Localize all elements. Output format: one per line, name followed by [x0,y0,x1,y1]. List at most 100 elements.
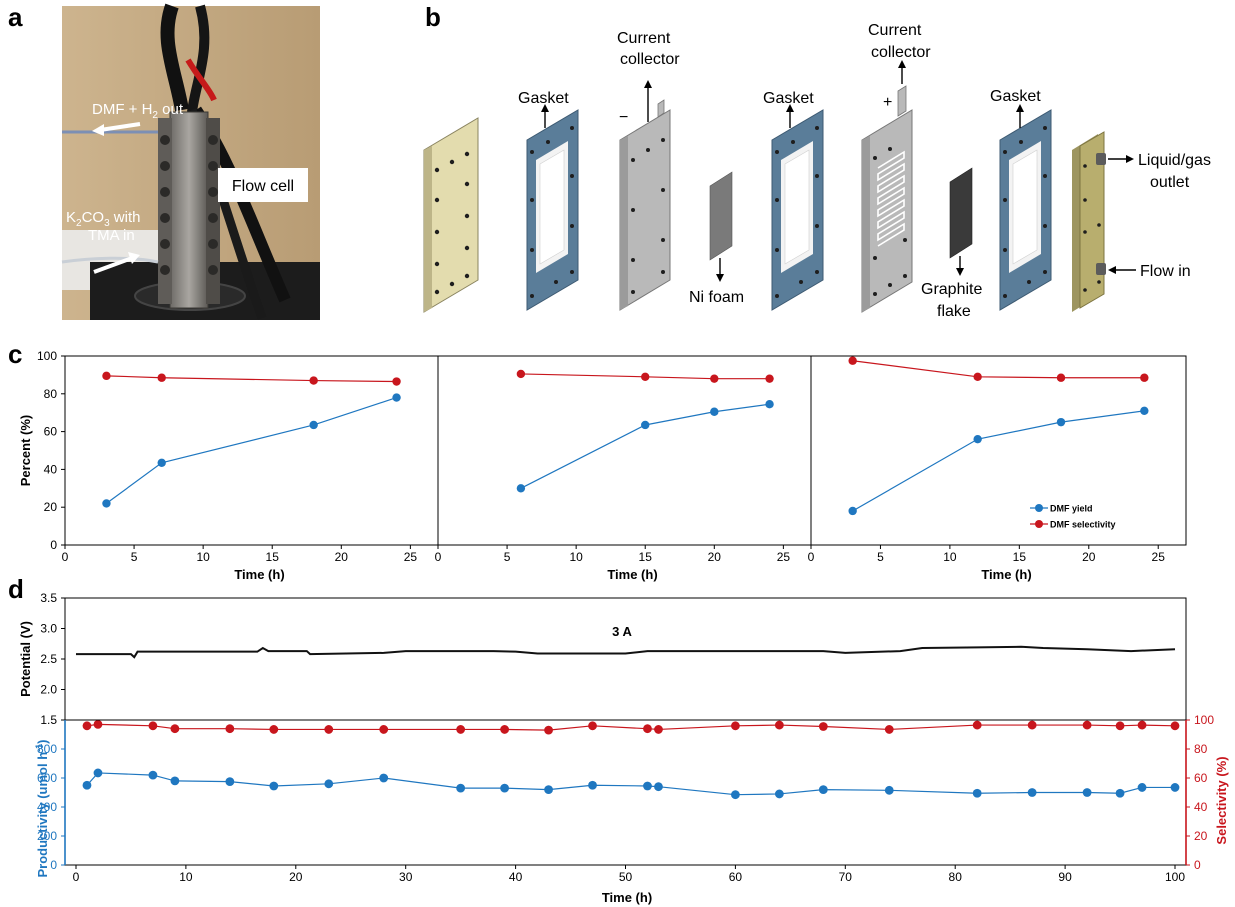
panel-letter-b: b [425,2,441,32]
y-axis-label: Productivity (umol h-1) [34,739,50,877]
collector-2-label-line1: Current [868,22,922,39]
selectivity-point [1115,721,1125,731]
x-tick-label: 80 [949,870,963,884]
productivity-point [643,781,652,791]
inlet-arrow-icon [128,252,140,264]
selectivity-point [324,725,334,734]
selectivity-point [82,721,92,731]
selectivity-point [1170,721,1180,731]
x-tick-label: 50 [619,870,633,884]
data-point-yield [1140,406,1149,416]
chart-c-frame [64,355,1187,546]
productivity-point [1170,783,1180,792]
x-tick-label: 40 [509,870,523,884]
productivity-point [654,782,663,792]
chart-c-time-series: 0 5 10 15 20 25 Time (h) 0 5 10 15 20 25 Time (h) 0 5 10… [18,349,1187,582]
y-tick-label: 80 [44,387,58,401]
chart-c-legend: DMF yield DMF selectivity [1030,504,1116,530]
series-line-selectivity [852,360,1145,379]
x-tick-label: 10 [179,870,193,884]
productivity-point [1115,788,1125,798]
productivity-point [269,781,279,791]
productivity-subplot: 0 200 400 600 800 0 20 40 60 80 100 0 10 20 30 40 50 60 70… [34,713,1229,905]
y-tick-label: 100 [37,349,57,363]
gasket-3-label: Gasket [990,88,1041,105]
series-line-yield [852,410,1145,512]
data-point-yield [102,499,111,508]
y-tick-label: 2.0 [40,683,57,697]
graphite-label-line2: flake [937,303,971,320]
gasket-1 [526,109,579,311]
data-point-yield [973,434,982,444]
x-tick-label: 100 [1165,870,1185,884]
selectivity-point [1027,720,1037,730]
x-tick-label: 25 [404,550,418,564]
collector-1-minus: − [619,109,628,126]
productivity-point [774,789,784,799]
y-axis-label: Potential (V) [18,621,33,697]
x-tick-label: 25 [777,550,791,564]
data-point-selectivity [309,376,318,385]
chart-c-panel-3: 0 5 10 15 20 25 Time (h) [808,356,1165,582]
y-tick-label: 400 [37,800,57,814]
x-tick-label: 70 [839,870,853,884]
legend-swatch-marker [1035,504,1043,512]
y-tick-label: 0 [50,858,57,872]
y2-tick-label: 60 [1194,771,1208,785]
productivity-line [86,772,1176,796]
productivity-point [170,776,180,786]
data-point-yield [309,420,318,430]
productivity-point [972,788,982,798]
y-tick-label: 40 [44,462,58,476]
y2-tick-label: 80 [1194,742,1208,756]
y2-tick-label: 100 [1194,713,1214,727]
flow-cell-photo: DMF + H2 out Flow cell K2CO3 with TMA in [61,3,320,320]
x-tick-label: 10 [943,550,957,564]
productivity-point [324,779,334,789]
current-collector-1 [619,99,671,311]
y-tick-label: 3.5 [40,591,57,605]
data-point-selectivity [392,377,401,386]
x-tick-label: 0 [73,870,80,884]
selectivity-point [972,720,982,730]
gasket-1-label: Gasket [518,90,569,107]
data-point-selectivity [973,372,982,381]
productivity-point [148,770,158,780]
data-point-yield [848,506,857,516]
data-point-selectivity [641,372,650,381]
gasket-1-arrow-icon [541,104,549,112]
gasket-2-label: Gasket [763,90,814,107]
y-tick-label: 0 [50,538,57,552]
selectivity-point [148,721,158,731]
data-point-selectivity [102,371,111,381]
y-tick-label: 60 [44,425,58,439]
legend-label: DMF selectivity [1050,520,1116,530]
y-tick-label: 1.5 [40,713,57,727]
x-tick-label: 5 [877,550,884,564]
series-line-yield [106,397,397,504]
productivity-point [1137,783,1147,792]
x-tick-label: 20 [1082,550,1096,564]
ni-foam-label: Ni foam [689,289,744,306]
selectivity-point [225,724,235,734]
data-point-selectivity [516,369,526,379]
x-tick-label: 0 [435,550,442,564]
outlet-arrow-icon [92,124,104,136]
x-axis-label: Time (h) [607,567,657,582]
panel-letter-a: a [8,2,23,32]
gasket-3 [999,109,1052,311]
collector-2-plus: + [883,94,892,111]
data-point-selectivity [848,356,857,365]
collector-2-label-line2: collector [871,44,931,61]
selectivity-point [500,725,510,734]
data-point-yield [516,484,526,493]
productivity-point [500,783,510,793]
series-line-yield [520,403,770,489]
inlet-label-line2: TMA in [88,227,135,244]
current-collector-2 [861,85,913,313]
potential-trace [75,645,1176,659]
data-point-yield [392,393,401,402]
x-axis-label: Time (h) [981,567,1031,582]
inlet-label: K2CO3 with [66,209,140,229]
x-tick-label: 10 [569,550,583,564]
